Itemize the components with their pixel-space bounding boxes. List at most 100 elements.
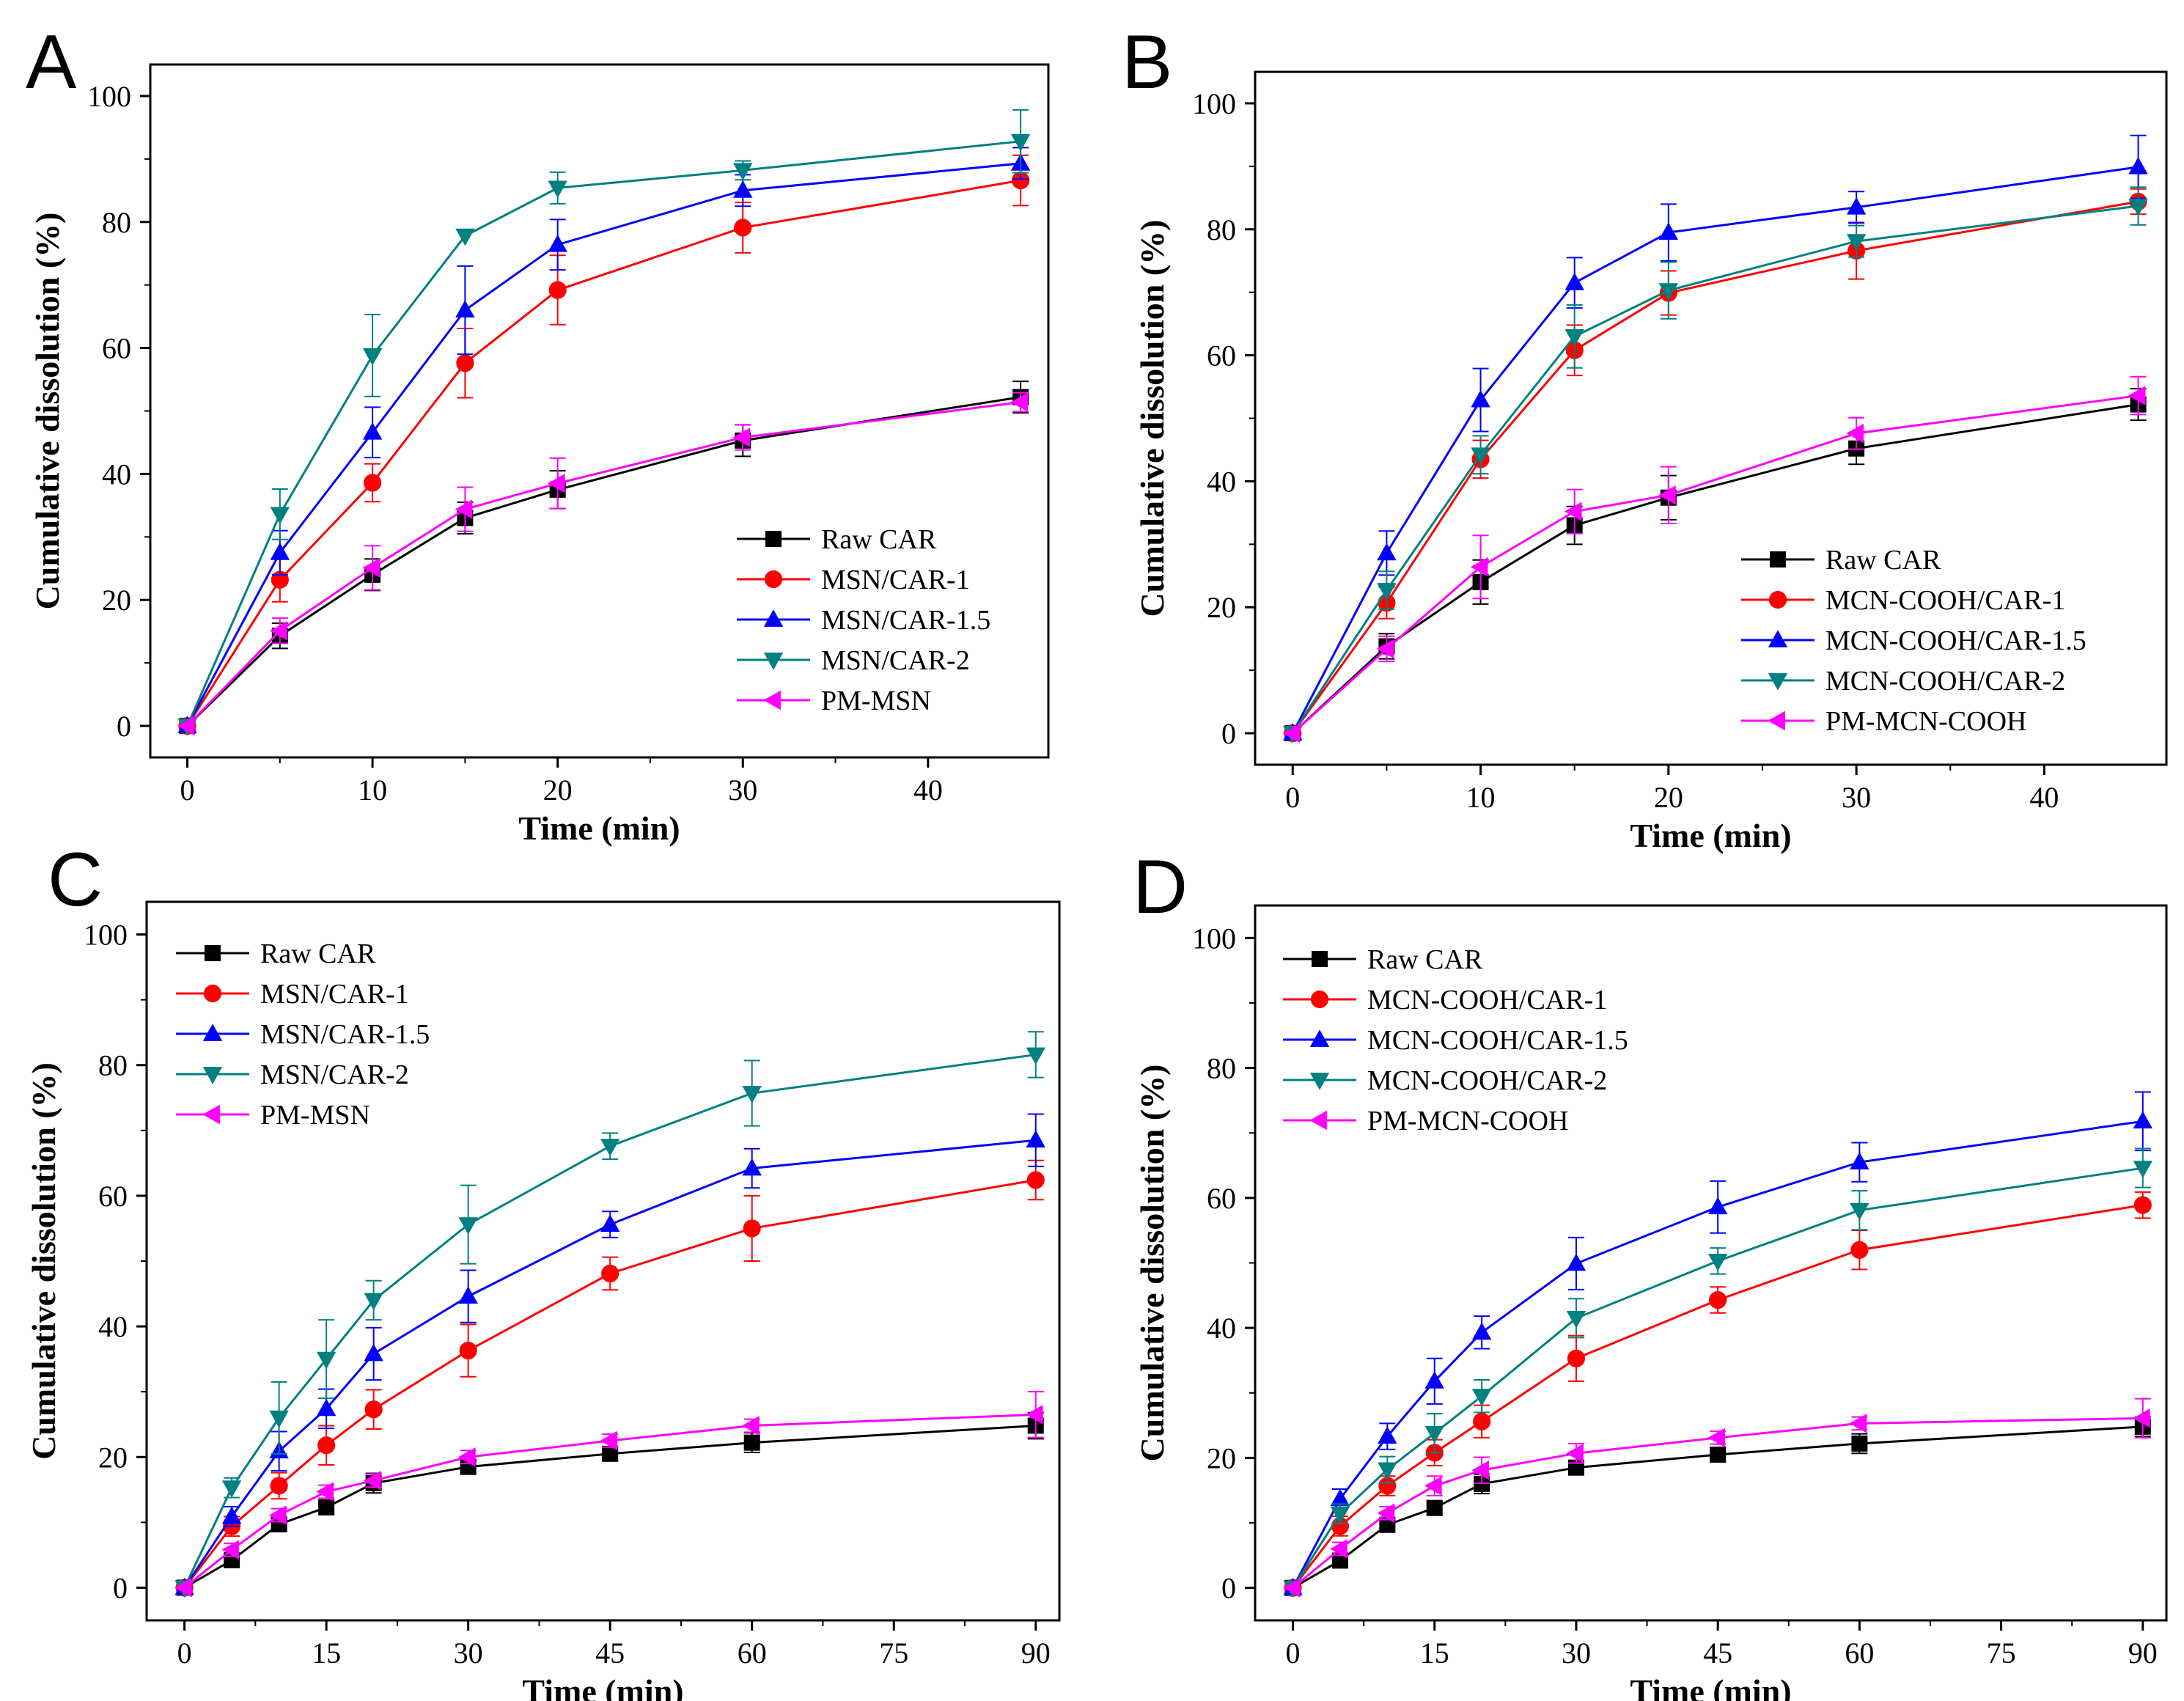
legend-label: PM-MSN (260, 1100, 370, 1131)
data-point (741, 1416, 760, 1436)
y-tick-label: 100 (87, 80, 131, 113)
legend-label: Raw CAR (1825, 545, 1941, 576)
data-point (1026, 1130, 1045, 1148)
data-point (1846, 196, 1867, 215)
data-point (601, 1264, 619, 1283)
legend-label: MCN-COOH/CAR-1 (1825, 585, 2065, 616)
data-point (2133, 1408, 2150, 1428)
y-tick-label: 80 (98, 1049, 128, 1082)
data-point (458, 1286, 478, 1304)
x-tick-label: 30 (1562, 1636, 1591, 1669)
data-point (362, 348, 383, 366)
legend-label: MSN/CAR-1 (821, 565, 970, 595)
data-point (177, 716, 195, 736)
y-tick-label: 0 (113, 1571, 128, 1604)
legend-label: Raw CAR (1367, 944, 1483, 975)
data-point (1850, 1152, 1869, 1170)
data-point (174, 1578, 192, 1598)
series-pm-msn (177, 392, 1029, 736)
data-point (1010, 133, 1031, 152)
data-point (1851, 1435, 1868, 1452)
y-tick-label: 20 (1207, 1441, 1236, 1474)
legend: Raw CAR MCN-COOH/CAR-1 MCN-COOH/CAR-1.5 MCN… (1283, 944, 1628, 1136)
data-point (1707, 1428, 1726, 1448)
data-point (1471, 389, 1490, 408)
x-tick-label: 15 (1420, 1636, 1449, 1669)
legend-label: PM-MSN (821, 686, 931, 716)
data-point (1658, 283, 1679, 301)
chart-panel-b: B 0 10 20 30 40 0 20 40 60 80 100 Time (min) Cumulati… (1122, 20, 2168, 854)
y-tick-label: 0 (1221, 717, 1236, 750)
legend-marker (1309, 1073, 1330, 1090)
data-point (221, 1480, 242, 1498)
legend-marker (1310, 990, 1329, 1009)
series-pm-mcn-cooh (1282, 375, 2147, 743)
legend-marker (202, 1024, 223, 1041)
chart-panel-c: C 0 15 30 45 60 75 90 0 20 40 60 80 100 Time (min) Cumu… (25, 837, 1061, 1701)
data-point (1424, 1425, 1444, 1444)
data-point (1846, 423, 1864, 444)
y-tick-label: 40 (98, 1310, 128, 1343)
legend-marker (1770, 551, 1786, 567)
data-point (1426, 1499, 1443, 1516)
legend-marker (1768, 590, 1787, 609)
legend-label: Raw CAR (260, 938, 376, 969)
series-mcn-cooh-car-2 (1283, 186, 2148, 743)
data-point (1473, 1412, 1491, 1430)
y-tick-label: 0 (117, 710, 131, 743)
legend-marker (202, 1104, 220, 1125)
data-point (1471, 1461, 1490, 1480)
y-tick-label: 80 (1207, 1052, 1236, 1085)
x-axis-title: Time (min) (1630, 817, 1791, 854)
data-point (317, 1436, 336, 1455)
data-point (733, 163, 753, 181)
x-tick-label: 75 (1987, 1636, 2016, 1669)
data-point (1850, 1241, 1869, 1259)
data-point (457, 1447, 476, 1467)
data-point (743, 1434, 760, 1451)
data-point (316, 1482, 334, 1502)
data-point (743, 1219, 761, 1238)
data-point (1658, 222, 1679, 240)
data-point (548, 180, 567, 199)
data-point (2128, 156, 2148, 174)
data-point (1707, 1253, 1728, 1271)
data-point (456, 354, 474, 372)
series-mcn-cooh-car-2 (1283, 1147, 2152, 1598)
legend-marker (205, 945, 221, 961)
x-tick-label: 60 (738, 1636, 767, 1669)
y-tick-label: 20 (102, 584, 131, 617)
data-point (600, 1214, 620, 1232)
y-axis-title: Cumulative dissolution (%) (1133, 220, 1171, 617)
data-point (1849, 1414, 1867, 1433)
x-tick-label: 75 (879, 1636, 908, 1669)
data-point (1378, 1426, 1397, 1444)
x-tick-label: 45 (1703, 1636, 1732, 1669)
series-pm-mcn-cooh (1282, 1397, 2151, 1598)
data-point (1330, 1488, 1350, 1507)
data-point (1424, 1476, 1442, 1496)
data-point (1850, 1202, 1869, 1221)
data-point (270, 1477, 288, 1495)
data-point (1424, 1371, 1444, 1389)
x-tick-label: 40 (913, 774, 943, 807)
data-point (1566, 1310, 1586, 1329)
data-point (221, 1506, 242, 1524)
data-point (316, 1398, 337, 1417)
data-point (742, 1086, 762, 1103)
series-mcn-cooh-car-1 (1284, 1191, 2152, 1597)
data-point (270, 543, 290, 560)
data-point (1565, 273, 1584, 290)
data-point (455, 300, 475, 317)
legend-marker (203, 984, 222, 1003)
x-tick-label: 10 (358, 774, 387, 807)
legend-marker (763, 609, 784, 627)
y-tick-label: 60 (98, 1180, 128, 1213)
y-tick-label: 0 (1221, 1572, 1236, 1605)
data-point (1470, 557, 1488, 577)
data-point (221, 1540, 240, 1559)
x-tick-label: 0 (1286, 1636, 1301, 1669)
data-point (318, 1499, 335, 1516)
legend-label: PM-MCN-COOH (1825, 706, 2026, 737)
